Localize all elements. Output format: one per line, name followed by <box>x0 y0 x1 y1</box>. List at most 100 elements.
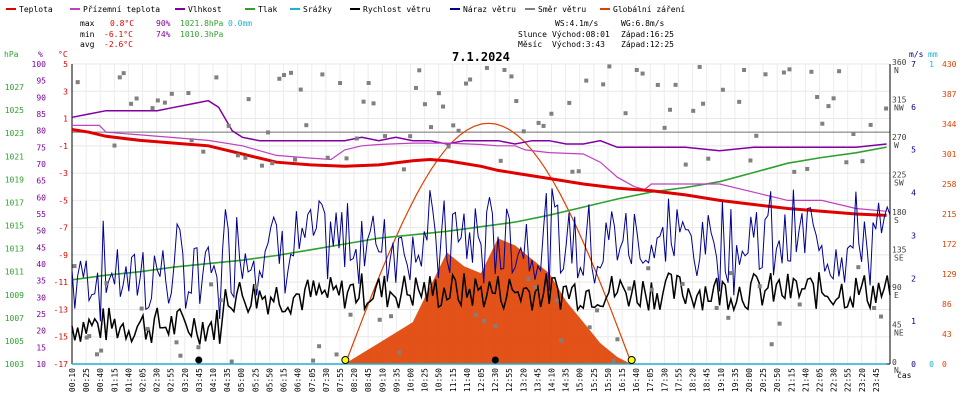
tick-x-time: 21:40 <box>801 368 810 392</box>
wind-direction-dot <box>526 276 531 281</box>
tick-x-time: 21:15 <box>787 368 796 392</box>
wind-direction-dot <box>831 96 836 101</box>
wind-direction-dot <box>748 158 753 163</box>
tick-humidity: 40 <box>36 260 46 269</box>
wind-direction-dot <box>587 325 592 330</box>
wind-direction-dot <box>584 78 589 83</box>
tick-winddir: 360 <box>892 58 907 67</box>
wind-direction-dot <box>209 282 214 287</box>
tick-x-time: 19:10 <box>717 368 726 392</box>
legend-label: Rychlost větru <box>363 5 431 14</box>
wind-direction-dot <box>464 81 469 86</box>
tick-x-time: 05:25 <box>251 368 260 392</box>
sun-marker <box>341 356 350 364</box>
tick-x-time: 05:00 <box>237 368 246 392</box>
tick-x-time: 18:20 <box>689 368 698 392</box>
stats-max-rain: 0.0mm <box>228 19 252 28</box>
sun-moon-info: WS:4.1m/s WG:6.8m/s Slunce Východ:08:01 … <box>518 19 674 49</box>
wind-direction-dot <box>94 352 99 357</box>
tick-solar: 0 <box>942 360 947 369</box>
tick-x-time: 02:55 <box>167 368 176 392</box>
tick-winddir: 90 <box>892 283 902 292</box>
info-slunce-zapad: Západ:16:25 <box>621 30 674 39</box>
stats-max-temp: 0.8°C <box>110 19 134 28</box>
tick-x-time: 00:40 <box>96 368 105 392</box>
wind-direction-dot <box>601 82 606 87</box>
stats-min-label: min <box>80 30 95 39</box>
plot-area <box>71 64 891 365</box>
wind-direction-dot <box>860 159 865 164</box>
tick-x-time: 11:40 <box>463 368 472 392</box>
tick-temperature: -11 <box>54 278 69 287</box>
wind-direction-dot <box>640 71 645 76</box>
tick-temperature: 1 <box>63 115 68 124</box>
wind-direction-dot <box>655 82 660 87</box>
tick-humidity: 55 <box>36 210 46 219</box>
wind-direction-dot <box>196 345 201 350</box>
tick-x-time: 00:10 <box>68 368 77 392</box>
chart-title: 7.1.2024 <box>452 50 510 64</box>
wind-direction-dot <box>611 358 616 363</box>
tick-pressure: 1005 <box>5 337 24 346</box>
tick-temperature: -7 <box>58 224 68 233</box>
wind-direction-dot <box>482 319 487 324</box>
wind-direction-dot <box>361 99 366 104</box>
wind-direction-dot <box>325 155 330 160</box>
tick-humidity: 75 <box>36 143 46 152</box>
tick-x-time: 13:20 <box>519 368 528 392</box>
wind-direction-dot <box>697 64 702 69</box>
wind-direction-dot <box>826 104 831 109</box>
wind-direction-dot <box>348 312 353 317</box>
tick-x-time: 04:10 <box>209 368 218 392</box>
legend: Teplota Přízemní teplota Vlhkost Tlak Srážky… <box>6 5 685 14</box>
series-solar-area <box>344 238 631 364</box>
wind-direction-dot <box>757 284 762 289</box>
wind-direction-dot <box>229 359 234 364</box>
tick-temperature: -1 <box>58 142 68 151</box>
wind-direction-dot <box>742 67 747 72</box>
wind-direction-dot <box>729 271 734 276</box>
wind-direction-dot <box>174 340 179 345</box>
tick-x-time: 07:30 <box>322 368 331 392</box>
wind-direction-dot <box>451 123 456 128</box>
tick-x-time: 03:20 <box>181 368 190 392</box>
wind-direction-dot <box>720 87 725 92</box>
wind-direction-dot <box>117 75 122 80</box>
tick-x-time: 15:00 <box>576 368 585 392</box>
tick-x-time: 08:20 <box>350 368 359 392</box>
wind-direction-dot <box>246 97 251 102</box>
wind-direction-dot <box>549 111 554 116</box>
wind-direction-dot <box>446 144 451 149</box>
wind-direction-dot <box>691 108 696 113</box>
tick-temperature: -13 <box>54 305 69 314</box>
tick-temperature: 3 <box>63 87 68 96</box>
tick-x-time: 10:50 <box>435 368 444 392</box>
wind-direction-dot <box>226 123 231 128</box>
wind-direction-dot <box>270 161 275 166</box>
tick-rain: 1 <box>929 60 934 69</box>
tick-winddir: 45 <box>892 321 902 330</box>
wind-direction-dot <box>521 129 526 134</box>
wind-direction-dot <box>683 162 688 167</box>
info-wg: WG:6.8m/s <box>621 19 665 28</box>
wind-direction-dot <box>243 155 248 160</box>
tick-x-time: 01:15 <box>110 368 119 392</box>
tick-pressure: 1015 <box>5 222 24 231</box>
wind-direction-dot <box>145 326 150 331</box>
wind-direction-dot <box>320 72 325 77</box>
moon-marker <box>195 356 203 364</box>
wind-direction-dot <box>820 121 825 126</box>
wind-direction-dot <box>868 122 873 127</box>
series-pressure-line <box>71 146 887 281</box>
wind-direction-dot <box>514 99 519 104</box>
tick-x-time: 11:15 <box>449 368 458 392</box>
wind-direction-dot <box>815 95 820 100</box>
wind-direction-dot <box>99 348 104 353</box>
wind-direction-dot <box>781 70 786 75</box>
wind-direction-dot <box>366 81 371 86</box>
wind-direction-dot <box>189 138 194 143</box>
axis-wind-label: m/s <box>909 50 924 59</box>
tick-x-time: 12:55 <box>505 368 514 392</box>
tick-humidity: 35 <box>36 277 46 286</box>
